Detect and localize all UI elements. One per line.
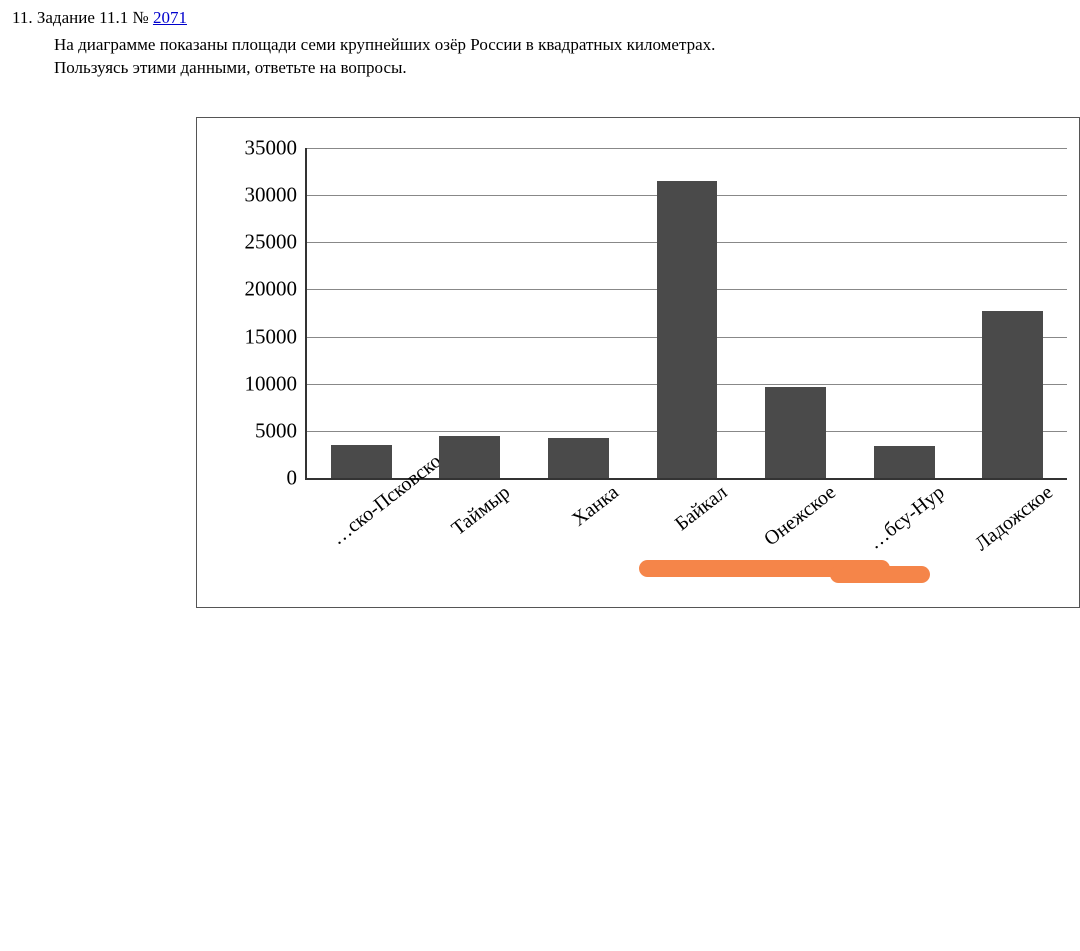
y-axis-tick-label: 25000 [245,230,308,255]
task-description-line2: Пользуясь этими данными, ответьте на воп… [54,58,407,77]
chart-container: 0 5000 10000 15000 20000 25000 30000 35000 …ско-… [196,117,1080,608]
x-axis-category-label: …бсу-Нур [442,481,949,884]
annotation-stroke [830,566,930,583]
task-prefix: 11. Задание 11.1 № [12,8,153,27]
bar [874,446,935,478]
task-number-link[interactable]: 2071 [153,8,187,27]
y-axis-tick-label: 30000 [245,183,308,208]
y-axis-tick-label: 20000 [245,277,308,302]
task-heading: 11. Задание 11.1 № 2071 [12,8,1068,28]
grid-line [307,148,1067,149]
task-description-line1: На диаграмме показаны площади семи крупн… [54,35,715,54]
y-axis-tick-label: 15000 [245,324,308,349]
bar [765,387,826,478]
x-axis-category-label: …ско-Псковское [327,481,406,550]
bar [331,445,392,478]
y-axis-tick-label: 0 [287,466,308,491]
y-axis-tick-label: 35000 [245,136,308,161]
x-axis-category-label: Онежское [419,481,841,817]
y-axis-tick-label: 5000 [255,418,307,443]
task-description: На диаграмме показаны площади семи крупн… [54,34,1068,80]
bar [439,436,500,478]
bar-chart-plot: 05000100001500020000250003000035000…ско-… [305,148,1067,480]
bar [982,311,1043,478]
bar [657,181,718,478]
bar [548,438,609,478]
y-axis-tick-label: 10000 [245,371,308,396]
